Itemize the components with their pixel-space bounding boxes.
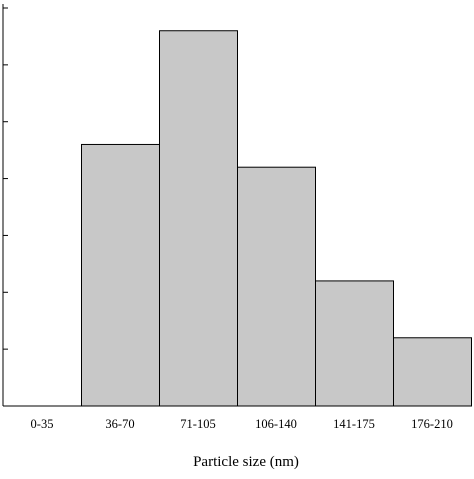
bar-36-70 <box>81 143 160 407</box>
bar-106-140 <box>237 166 316 407</box>
x-tick-label: 106-140 <box>255 417 297 431</box>
x-tick-label: 0-35 <box>31 417 54 431</box>
y-axis-ticks <box>3 7 8 407</box>
x-tick-labels: 0-35 36-70 71-105 106-140 141-175 176-210 <box>31 417 453 431</box>
x-tick-label: 71-105 <box>180 417 215 431</box>
bars-group <box>81 30 472 407</box>
x-tick-label: 176-210 <box>411 417 453 431</box>
x-axis-title: Particle size (nm) <box>193 454 299 470</box>
bar-71-105 <box>159 30 238 407</box>
x-tick-label: 36-70 <box>105 417 134 431</box>
bar-176-210 <box>393 337 472 407</box>
x-tick-label: 141-175 <box>333 417 375 431</box>
bar-141-175 <box>315 280 394 407</box>
